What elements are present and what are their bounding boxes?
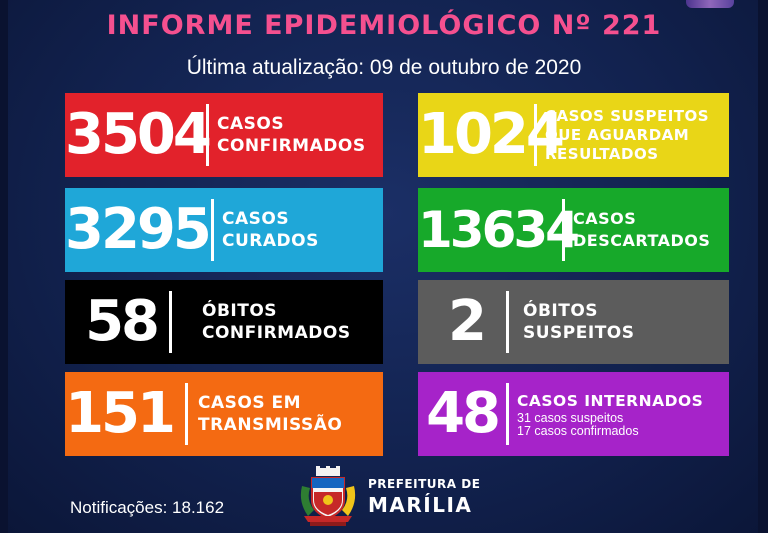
card-value: 48	[426, 381, 501, 446]
card-label: CASOS CONFIRMADOS	[217, 114, 366, 156]
coat-of-arms-icon	[300, 466, 356, 526]
city-logo: PREFEITURA DE MARÍLIA	[296, 466, 480, 528]
card-divider	[534, 104, 537, 166]
card-label: CASOS INTERNADOS 31 casos suspeitos 17 c…	[517, 392, 704, 438]
logo-line-2: MARÍLIA	[368, 493, 473, 517]
card-cured: 3295 CASOS CURADOS	[65, 188, 383, 272]
card-label: ÓBITOS SUSPEITOS	[523, 301, 635, 343]
card-deaths-confirmed: 58 ÓBITOS CONFIRMADOS	[65, 280, 383, 364]
card-value: 2	[448, 289, 487, 354]
card-divider	[506, 383, 509, 445]
card-label: ÓBITOS CONFIRMADOS	[202, 301, 351, 343]
card-label: CASOS EM TRANSMISSÃO	[198, 393, 343, 435]
card-value: 13634	[418, 201, 580, 259]
hospitalized-suspected: 31 casos suspeitos	[517, 411, 624, 425]
card-divider	[185, 383, 188, 445]
right-edge	[758, 0, 768, 533]
card-value: 3295	[65, 197, 212, 262]
card-label: CASOS CURADOS	[222, 209, 319, 251]
left-edge	[0, 0, 8, 533]
card-discarded: 13634 CASOS DESCARTADOS	[418, 188, 729, 272]
notifications-count: Notificações: 18.162	[70, 498, 225, 517]
card-label: CASOS DESCARTADOS	[573, 209, 711, 250]
card-value: 3504	[65, 102, 212, 167]
card-divider	[562, 199, 565, 261]
hospitalized-confirmed: 17 casos confirmados	[517, 424, 639, 438]
logo-text: PREFEITURA DE MARÍLIA	[368, 477, 480, 517]
card-value: 151	[65, 381, 176, 446]
card-suspected-awaiting: 1024 CASOS SUSPEITOS QUE AGUARDAM RESULT…	[418, 93, 729, 177]
card-value: 58	[85, 289, 160, 354]
card-divider	[169, 291, 172, 353]
card-hospitalized: 48 CASOS INTERNADOS 31 casos suspeitos 1…	[418, 372, 729, 456]
card-deaths-suspected: 2 ÓBITOS SUSPEITOS	[418, 280, 729, 364]
card-divider	[206, 104, 209, 166]
card-divider	[211, 199, 214, 261]
last-update: Última atualização: 09 de outubro de 202…	[186, 56, 582, 79]
bulletin-title: INFORME EPIDEMIOLÓGICO Nº 221	[106, 10, 662, 41]
card-label: CASOS SUSPEITOS QUE AGUARDAM RESULTADOS	[545, 106, 710, 163]
card-value: 1024	[418, 102, 565, 167]
card-confirmed: 3504 CASOS CONFIRMADOS	[65, 93, 383, 177]
card-in-transmission: 151 CASOS EM TRANSMISSÃO	[65, 372, 383, 456]
card-divider	[506, 291, 509, 353]
corner-decoration	[686, 0, 734, 8]
logo-line-1: PREFEITURA DE	[368, 477, 481, 491]
